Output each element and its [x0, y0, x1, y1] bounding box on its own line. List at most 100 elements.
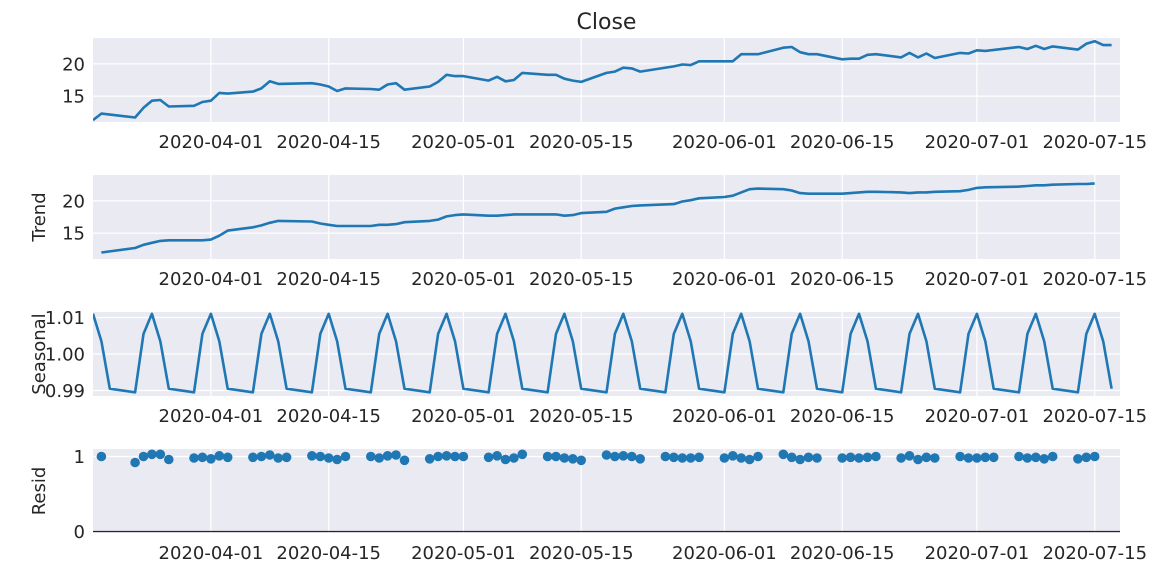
- x-tick-label: 2020-07-01: [925, 543, 1030, 564]
- resid-point: [483, 452, 494, 463]
- y-tick-label: 0.99: [45, 381, 85, 402]
- resid-point: [854, 453, 864, 463]
- resid-point: [803, 452, 814, 463]
- y-tick-label: 1.00: [45, 345, 85, 366]
- x-tick-label: 2020-07-01: [925, 132, 1030, 153]
- resid-point: [307, 451, 317, 461]
- x-tick-label: 2020-04-15: [276, 543, 381, 564]
- resid-point: [1014, 451, 1024, 462]
- x-tick-label: 2020-06-15: [790, 132, 895, 153]
- x-tick-label: 2020-04-15: [276, 406, 381, 427]
- resid-point: [812, 453, 822, 463]
- resid-point: [441, 451, 452, 461]
- x-tick-label: 2020-04-15: [276, 269, 381, 290]
- y-tick-label: 20: [62, 191, 85, 212]
- resid-point: [921, 452, 932, 463]
- resid-point: [382, 451, 393, 461]
- x-tick-label: 2020-07-15: [1042, 543, 1147, 564]
- resid-point: [786, 452, 797, 463]
- resid-point: [677, 453, 688, 463]
- resid-point: [450, 451, 460, 462]
- resid-point: [214, 451, 225, 461]
- resid-point: [618, 451, 629, 461]
- x-tick-label: 2020-05-15: [529, 543, 634, 564]
- x-tick-label: 2020-06-01: [672, 543, 777, 564]
- resid-point: [1039, 454, 1049, 464]
- resid-point: [568, 454, 578, 464]
- x-tick-label: 2020-07-01: [925, 269, 1030, 290]
- resid-point: [164, 454, 174, 465]
- y-tick-label: 20: [62, 54, 85, 75]
- resid-point: [913, 454, 923, 465]
- resid-point: [669, 452, 679, 463]
- resid-point: [517, 449, 528, 460]
- x-tick-label: 2020-06-01: [672, 406, 777, 427]
- trend-panel: 2020-04-01 2020-04-15 2020-05-01 2020-05-15…: [29, 175, 1147, 290]
- resid-point: [374, 453, 385, 463]
- resid-point: [96, 451, 107, 462]
- resid-point: [728, 451, 738, 461]
- resid-point: [273, 453, 284, 463]
- plot-area: [93, 38, 1120, 122]
- chart-title: Close: [577, 10, 637, 35]
- seasonal-panel: 2020-04-01 2020-04-15 2020-05-01 2020-05-15…: [29, 308, 1147, 427]
- resid-point: [744, 454, 755, 465]
- x-tick-label: 2020-04-01: [159, 406, 264, 427]
- x-tick-label: 2020-06-15: [790, 543, 895, 564]
- y-axis-label: Trend: [29, 192, 50, 242]
- resid-point: [871, 451, 881, 462]
- resid-point: [281, 452, 292, 463]
- x-tick-label: 2020-05-15: [529, 406, 634, 427]
- plot-area: [93, 175, 1120, 259]
- x-tick-label: 2020-04-01: [159, 132, 264, 153]
- resid-point: [424, 454, 435, 464]
- x-tick-label: 2020-06-01: [672, 132, 777, 153]
- y-tick-label: 0: [74, 522, 85, 543]
- resid-point: [197, 452, 208, 463]
- resid-point: [736, 453, 746, 463]
- x-tick-label: 2020-04-01: [159, 269, 264, 290]
- resid-point: [155, 449, 166, 460]
- x-tick-label: 2020-06-01: [672, 269, 777, 290]
- x-tick-label: 2020-05-15: [529, 132, 634, 153]
- resid-point: [206, 454, 216, 464]
- resid-point: [222, 452, 233, 463]
- resid-point: [248, 452, 258, 463]
- y-tick-label: 1: [74, 447, 85, 468]
- resid-point: [694, 452, 704, 463]
- x-tick-label: 2020-06-15: [790, 406, 895, 427]
- resid-point: [340, 451, 351, 462]
- y-axis-label: Seasonal: [29, 313, 50, 394]
- resid-point: [988, 452, 999, 463]
- resid-point: [1073, 454, 1083, 464]
- resid-point: [904, 451, 915, 461]
- resid-point: [795, 454, 805, 465]
- resid-point: [837, 453, 847, 463]
- resid-point: [1022, 453, 1033, 463]
- resid-point: [1081, 452, 1092, 463]
- resid-point: [660, 451, 671, 462]
- resid-point: [896, 453, 906, 463]
- resid-point: [963, 453, 974, 463]
- x-tick-label: 2020-05-01: [411, 406, 516, 427]
- resid-point: [323, 453, 334, 463]
- x-tick-label: 2020-07-15: [1042, 406, 1147, 427]
- series-line: [93, 39, 1112, 122]
- resid-point: [509, 453, 519, 463]
- plot-area: [93, 449, 1120, 533]
- resid-point: [332, 454, 342, 465]
- resid-point: [391, 450, 401, 460]
- x-tick-label: 2020-07-15: [1042, 269, 1147, 290]
- x-tick-label: 2020-05-01: [411, 543, 516, 564]
- resid-point: [265, 450, 275, 460]
- x-tick-label: 2020-05-01: [411, 269, 516, 290]
- resid-point: [635, 454, 645, 464]
- resid-point: [862, 452, 873, 463]
- resid-point: [1047, 451, 1058, 462]
- resid-point: [500, 454, 511, 465]
- resid-point: [130, 457, 140, 468]
- resid-point: [458, 451, 469, 462]
- resid-point: [433, 451, 443, 462]
- resid-point: [551, 451, 561, 462]
